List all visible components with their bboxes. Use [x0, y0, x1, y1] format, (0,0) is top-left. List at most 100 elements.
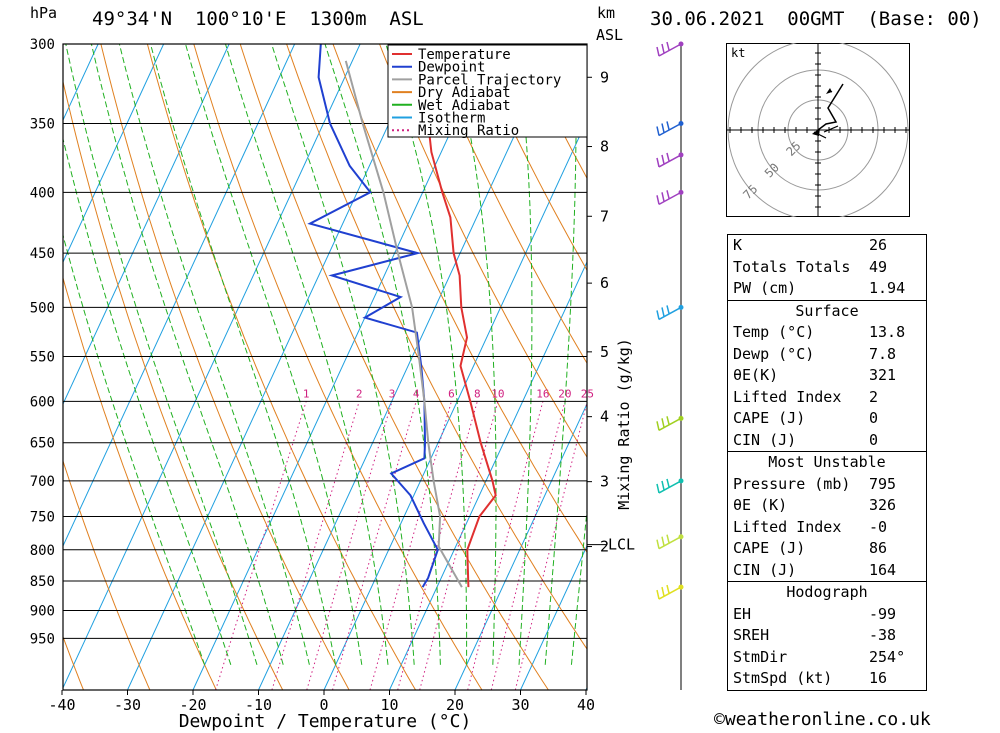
index-value: 0: [869, 409, 879, 427]
index-label: SREH: [733, 626, 770, 644]
x-tick-label: 30: [511, 696, 529, 714]
index-row: CAPE (J) 0: [728, 408, 926, 430]
pressure-tick-label: 950: [30, 631, 55, 647]
wind-barb: [656, 190, 682, 206]
pressure-tick-label: 650: [30, 436, 55, 452]
index-label: EH: [733, 604, 752, 623]
pressure-tick-label: 300: [30, 37, 55, 53]
wet-adiabat-line: [544, 44, 577, 665]
pressure-tick-label: 700: [30, 474, 55, 490]
datetime-title: 30.06.2021 00GMT (Base: 00): [650, 8, 982, 30]
hodograph-trace: [817, 83, 844, 131]
index-value: -99: [869, 604, 897, 623]
x-tick-label: 10: [380, 696, 398, 714]
wet-adiabat-line: [570, 506, 587, 665]
mixing-ratio-line: [490, 401, 566, 690]
index-row: θE(K) 321: [728, 365, 926, 387]
wind-barb: [656, 121, 682, 137]
pressure-tick-label: 350: [30, 116, 55, 132]
index-row: Totals Totals 49: [728, 257, 926, 279]
isotherm-line: [63, 44, 296, 548]
km-tick-label: 6: [600, 274, 609, 292]
dry-adiabat-line: [332, 44, 587, 554]
isotherm-line: [127, 44, 427, 690]
surface-header: Surface: [795, 301, 859, 320]
hodograph-unit-label: kt: [731, 46, 745, 60]
km-tick-label: 9: [600, 68, 609, 86]
index-value: 13.8: [869, 323, 906, 341]
index-value: 7.8: [869, 344, 897, 363]
mixing-ratio-line: [306, 401, 393, 690]
wet-adiabat-line: [624, 44, 710, 665]
index-value: 86: [869, 539, 888, 557]
wet-adiabat-line: [451, 44, 497, 665]
index-value: 26: [869, 236, 888, 254]
mixing-ratio-axis-label: Mixing Ratio (g/kg): [615, 338, 633, 510]
wet-adiabat-line: [271, 44, 415, 665]
index-label: Dewp (°C): [733, 344, 815, 363]
index-label: Pressure (mb): [733, 474, 851, 493]
index-row: Temp (°C) 13.8: [728, 322, 926, 344]
index-label: Temp (°C): [733, 323, 815, 341]
dry-adiabat-line: [937, 44, 1000, 690]
index-value: 1.94: [869, 279, 906, 297]
index-row: θE (K) 326: [728, 495, 926, 517]
isotherm-line: [63, 44, 230, 406]
index-row: Lifted Index -0: [728, 517, 926, 539]
wet-adiabat-line: [150, 44, 337, 665]
dry-adiabat-line: [471, 44, 587, 272]
km-tick-label: 4: [600, 408, 609, 426]
mixing-ratio-label: 20: [558, 387, 571, 400]
index-value: 321: [869, 366, 897, 384]
km-tick-label: 7: [600, 207, 609, 225]
wind-barb: [656, 584, 682, 600]
dry-adiabat-line: [146, 44, 417, 690]
index-value: 164: [869, 560, 897, 579]
dry-adiabat-line: [425, 44, 587, 365]
km-tick-label: 2: [600, 538, 609, 556]
isotherm-line: [258, 44, 558, 690]
wind-barb: [656, 478, 682, 494]
index-row: CAPE (J) 86: [728, 538, 926, 560]
mixing-ratio-line: [467, 401, 544, 690]
dry-adiabat-line: [63, 79, 284, 690]
wind-barb: [656, 41, 682, 57]
dry-adiabat-line: [63, 635, 84, 690]
dry-adiabat-line: [63, 276, 217, 690]
mixing-ratio-label: 25: [581, 387, 594, 400]
isotherm-line: [192, 44, 492, 690]
wet-adiabat-line: [65, 44, 258, 665]
index-label: CAPE (J): [733, 409, 806, 427]
index-label: StmSpd (kt): [733, 669, 833, 687]
wet-adiabat-line: [63, 137, 232, 665]
mixing-ratio-line: [215, 401, 307, 690]
series-parcel-trajectory-line: [344, 60, 463, 588]
mixing-ratio-label: 6: [448, 387, 455, 400]
location-title: 49°34'N 100°10'E 1300m ASL: [92, 8, 424, 30]
mixing-ratio-label: 2: [356, 387, 363, 400]
index-value: 795: [869, 474, 897, 493]
index-label: PW (cm): [733, 279, 797, 297]
index-label: θE(K): [733, 366, 779, 384]
series-temperature-line: [418, 44, 497, 588]
isotherm-line: [63, 44, 361, 690]
isotherm-line: [63, 44, 99, 122]
pressure-tick-label: 750: [30, 509, 55, 525]
index-label: Lifted Index: [733, 517, 842, 536]
index-value: 0: [869, 430, 879, 449]
km-tick-label: 3: [600, 473, 609, 491]
wind-barb: [656, 152, 682, 168]
isotherm-line: [63, 44, 165, 264]
index-label: CAPE (J): [733, 539, 806, 557]
mixing-ratio-line: [419, 401, 499, 690]
index-row: CIN (J) 164: [728, 560, 926, 582]
isotherm-line: [0, 44, 33, 690]
dry-adiabat-line: [239, 44, 549, 690]
wind-barb: [656, 305, 682, 321]
wet-adiabat-line: [118, 44, 310, 665]
isotherm-line: [389, 260, 587, 690]
x-tick-label: -10: [245, 696, 272, 714]
x-tick-label: -40: [48, 696, 75, 714]
wet-adiabat-line: [385, 44, 468, 665]
